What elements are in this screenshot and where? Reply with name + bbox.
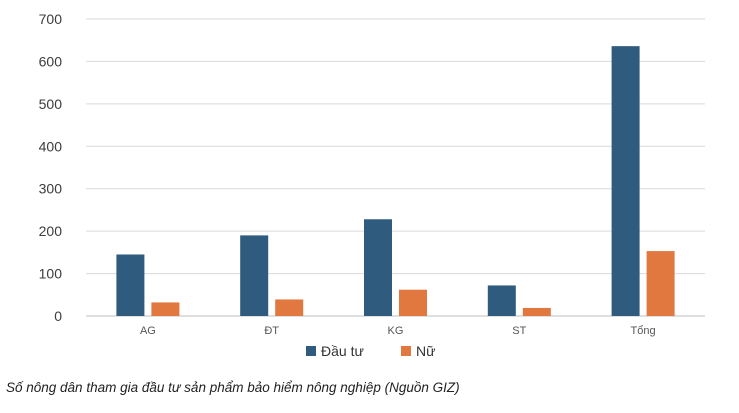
- legend-label: Đầu tư: [321, 343, 364, 359]
- y-tick-label: 100: [39, 266, 63, 282]
- legend: Đầu tư Nữ: [306, 343, 435, 359]
- x-tick-label: AG: [140, 325, 156, 337]
- x-tick-label: ST: [512, 325, 526, 337]
- bar-dau-tu: [116, 254, 145, 316]
- y-tick-label: 200: [39, 223, 63, 239]
- y-tick-label: 700: [39, 11, 63, 27]
- y-tick-label: 600: [39, 53, 63, 69]
- bar-nu: [646, 251, 675, 316]
- y-tick-label: 300: [39, 181, 63, 197]
- bar-dau-tu: [487, 285, 516, 316]
- x-tick-label: ĐT: [264, 325, 279, 337]
- bar-dau-tu: [240, 235, 269, 316]
- bar-chart: 0 100 200 300 400 500 600 700 AG ĐT KG ST Tổng Đầu …: [39, 11, 705, 359]
- y-tick-label: 400: [39, 138, 63, 154]
- bars: [116, 46, 675, 316]
- legend-swatch: [306, 346, 316, 356]
- y-tick-label: 0: [54, 308, 62, 324]
- bar-dau-tu: [364, 219, 392, 316]
- gridlines: [86, 18, 705, 317]
- bar-nu: [522, 307, 551, 316]
- bar-nu: [275, 299, 304, 316]
- x-axis-tick-labels: AG ĐT KG ST Tổng: [140, 325, 656, 337]
- x-tick-label: KG: [388, 325, 404, 337]
- bar-nu: [399, 289, 427, 316]
- bar-dau-tu: [611, 46, 640, 316]
- y-tick-label: 500: [39, 96, 63, 112]
- legend-swatch: [401, 346, 411, 356]
- bar-nu: [151, 302, 180, 316]
- y-axis-tick-labels: 0 100 200 300 400 500 600 700: [39, 11, 63, 324]
- x-tick-label: Tổng: [631, 325, 656, 337]
- legend-label: Nữ: [416, 343, 435, 359]
- chart-caption: Số nông dân tham gia đầu tư sản phẩm bảo…: [6, 380, 460, 395]
